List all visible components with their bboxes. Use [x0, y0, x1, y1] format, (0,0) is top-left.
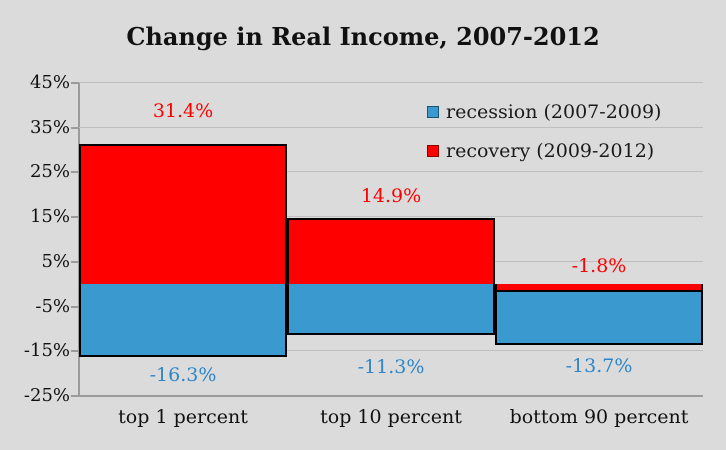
bar-recovery-top-1-percent — [79, 143, 287, 285]
bar-recession-top-10-percent — [287, 284, 495, 335]
chart-title: Change in Real Income, 2007-2012 — [126, 22, 600, 51]
data-label-recovery-top-1-percent: 31.4% — [152, 99, 214, 122]
y-axis-label: 5% — [41, 250, 70, 272]
y-axis-tick — [71, 126, 79, 129]
recession-swatch-icon — [427, 106, 439, 118]
data-label-recession-top-10-percent: -11.3% — [357, 355, 425, 378]
data-label-recovery-bottom-90-percent: -1.8% — [571, 255, 627, 278]
y-axis-label: 15% — [29, 206, 70, 228]
x-axis-line — [79, 395, 703, 397]
gridline — [79, 216, 703, 218]
y-axis-tick — [71, 395, 79, 397]
data-label-recession-bottom-90-percent: -13.7% — [565, 355, 633, 378]
data-label-recovery-top-10-percent: 14.9% — [360, 184, 422, 207]
legend-item-recession: recession (2007-2009) — [427, 101, 662, 123]
gridline — [79, 126, 703, 128]
bar-recovery-bottom-90-percent — [495, 284, 703, 293]
gridline — [79, 350, 703, 352]
plot-area: 45% 35% 25% 15% 5% -5% -15% -25% -16.3% -11.3% -13… — [24, 72, 703, 406]
gridline — [79, 82, 703, 83]
y-axis-label: 35% — [29, 116, 70, 138]
y-axis-tick — [71, 216, 79, 219]
y-axis-label: -15% — [23, 340, 70, 362]
y-axis-tick — [71, 171, 79, 174]
category-label-top-1-percent: top 1 percent — [118, 406, 248, 428]
y-axis-tick — [71, 305, 79, 308]
y-axis-label: 45% — [29, 72, 70, 93]
gridline — [79, 171, 703, 173]
y-axis-label: -25% — [23, 385, 70, 406]
data-label-recession-top-1-percent: -16.3% — [149, 364, 217, 387]
legend: recession (2007-2009) recovery (2009-201… — [427, 101, 662, 180]
category-axis: top 1 percent top 10 percent bottom 90 p… — [79, 406, 703, 428]
legend-label-recession: recession (2007-2009) — [446, 101, 662, 123]
bar-recession-bottom-90-percent — [495, 284, 703, 346]
y-axis-label: 25% — [29, 161, 70, 183]
recovery-swatch-icon — [427, 145, 439, 157]
y-axis-tick — [71, 82, 79, 84]
bar-recession-top-1-percent — [79, 284, 287, 358]
bar-recovery-top-10-percent — [287, 217, 495, 285]
category-label-top-10-percent: top 10 percent — [320, 406, 462, 428]
y-axis-tick — [71, 350, 79, 353]
category-label-bottom-90-percent: bottom 90 percent — [509, 406, 689, 428]
legend-label-recovery: recovery (2009-2012) — [446, 140, 655, 162]
y-axis-label: -5% — [35, 295, 70, 317]
y-axis-tick — [71, 260, 79, 263]
legend-item-recovery: recovery (2009-2012) — [427, 140, 661, 162]
